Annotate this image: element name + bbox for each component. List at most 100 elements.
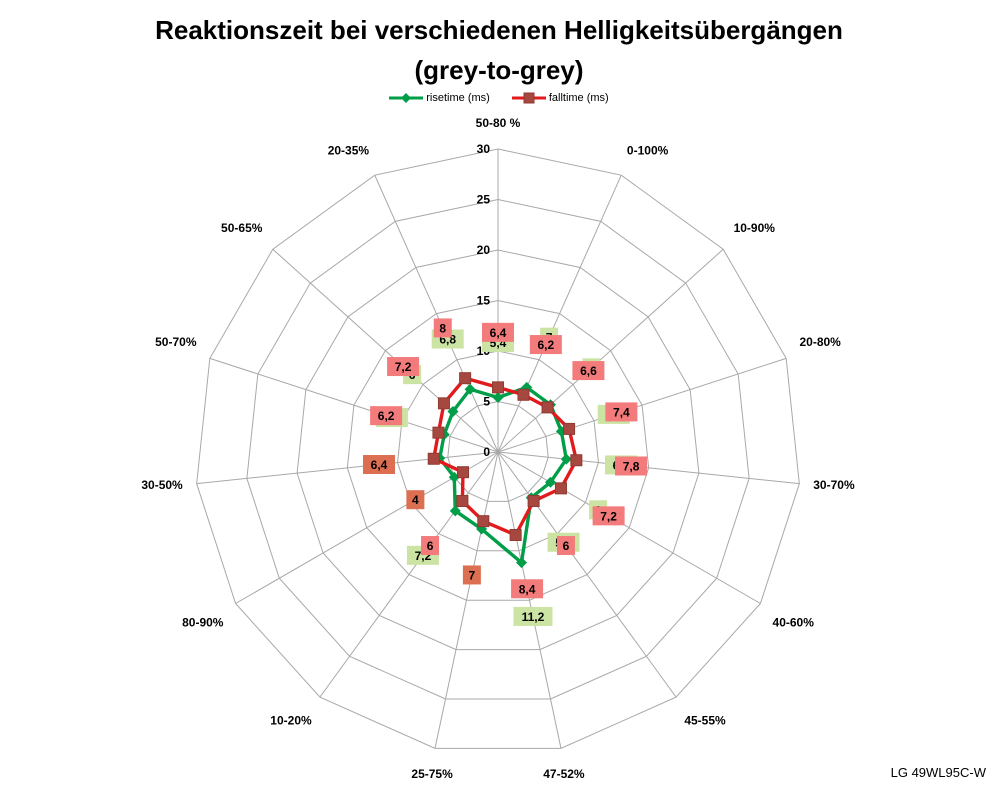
legend-label-falltime: falltime (ms) [548,92,609,104]
falltime-marker [517,388,530,401]
falltime-marker [554,482,567,495]
radar-spoke [319,451,499,698]
device-model-label: LG 49WL95C-W [890,765,986,780]
category-label: 20-35% [328,143,370,157]
risetime-marker [464,383,476,395]
falltime-label: 8 [439,321,446,335]
risetime-marker [492,391,504,403]
radar-spoke [497,357,787,453]
radar-spoke [209,357,499,453]
category-label: 80-90% [182,616,224,630]
radar-spoke [374,174,499,453]
falltime-label: 7,4 [613,405,630,419]
radar-spoke [497,451,677,698]
radar-spoke [497,451,800,485]
falltime-label: 6 [563,539,570,553]
falltime-marker [459,372,472,385]
falltime-label-box [433,318,452,338]
legend-item-risetime: risetime (ms) [389,92,490,104]
falltime-label-box [482,322,514,342]
radar-spoke [497,451,761,604]
falltime-label-box [572,361,605,381]
risetime-marker [449,505,461,517]
radial-tick-label: 0 [483,445,490,459]
category-label: 0-100% [627,143,669,157]
series-falltime [427,372,583,541]
falltime-label: 6,2 [378,409,395,423]
falltime-label: 6,4 [371,458,388,472]
radial-axis-ticks: 051015202530 [477,142,491,459]
falltime-marker [477,515,490,528]
falltime-label-box [556,536,575,556]
radar-spoke [497,248,724,453]
radar-spoke [497,451,562,749]
falltime-label-box [615,456,648,476]
falltime-label: 7,2 [600,509,617,523]
falltime-label-box [363,455,396,475]
category-label: 10-20% [270,713,312,727]
radial-tick-label: 5 [483,395,490,409]
risetime-label-box [513,606,553,626]
radar-spoke [196,451,499,485]
radar-spoke [434,451,499,749]
falltime-label: 6,2 [537,338,554,352]
grid-ring [246,198,750,700]
falltime-label: 6 [427,539,434,553]
radar-spoke [272,248,499,453]
chart-legend: risetime (ms) falltime (ms) [0,92,998,104]
falltime-label-box [592,506,625,526]
falltime-marker [437,397,450,410]
falltime-label-box [605,402,638,422]
category-label: 47-52% [543,767,585,781]
legend-label-risetime: risetime (ms) [426,92,490,104]
category-label: 30-70% [813,478,855,492]
chart-title-line1: Reaktionszeit bei verschiedenen Helligke… [155,15,843,45]
category-label: 50-70% [155,335,197,349]
falltime-marker [570,454,583,467]
falltime-line [432,376,579,537]
falltime-label-box [370,406,403,426]
grid-ring [196,148,800,749]
category-label: 20-80% [799,335,841,349]
grid-ring [397,350,599,552]
risetime-marker [560,453,572,465]
falltime-marker [509,528,522,541]
radial-tick-label: 30 [477,142,491,156]
falltime-label: 6,4 [490,326,507,340]
grid-ring [296,249,700,651]
radial-tick-label: 15 [477,294,491,308]
legend-item-falltime: falltime (ms) [511,92,609,104]
risetime-marker [544,476,556,488]
falltime-label-box [421,536,440,556]
radar-spokes [196,149,800,749]
falltime-label-box [529,335,562,355]
falltime-label: 7,2 [395,360,412,374]
risetime-marker-icon [389,93,424,103]
risetime-label: 11,2 [522,610,545,624]
falltime-label-box [387,357,420,377]
category-labels: 50-80 % 0-100% 10-90% 20-80% 30-70% 40-60% 45-… [141,116,855,781]
radial-tick-label: 25 [477,193,491,207]
radar-spoke [497,174,622,453]
falltime-label-box [462,565,481,585]
falltime-marker [492,381,504,394]
falltime-label: 7 [469,568,476,582]
category-label: 10-90% [734,221,776,235]
falltime-label: 8,4 [519,582,536,596]
falltime-marker [541,401,554,414]
falltime-marker [563,422,576,435]
risetime-marker [516,557,528,569]
category-label: 50-65% [221,221,263,235]
falltime-marker [457,466,470,479]
falltime-marker [527,495,540,508]
category-label: 50-80 % [476,116,521,130]
data-labels-falltime: 6,4 6,2 6,6 7,4 7,8 7,2 6 8,4 7 6 4 6,4 6,2 7,2 8 [363,318,648,599]
radar-grid [196,148,800,749]
falltime-label: 7,8 [623,459,640,473]
falltime-marker [432,426,445,439]
falltime-label: 4 [412,493,419,507]
category-label: 25-75% [411,767,453,781]
chart-title: Reaktionszeit bei verschiedenen Helligke… [0,10,998,90]
